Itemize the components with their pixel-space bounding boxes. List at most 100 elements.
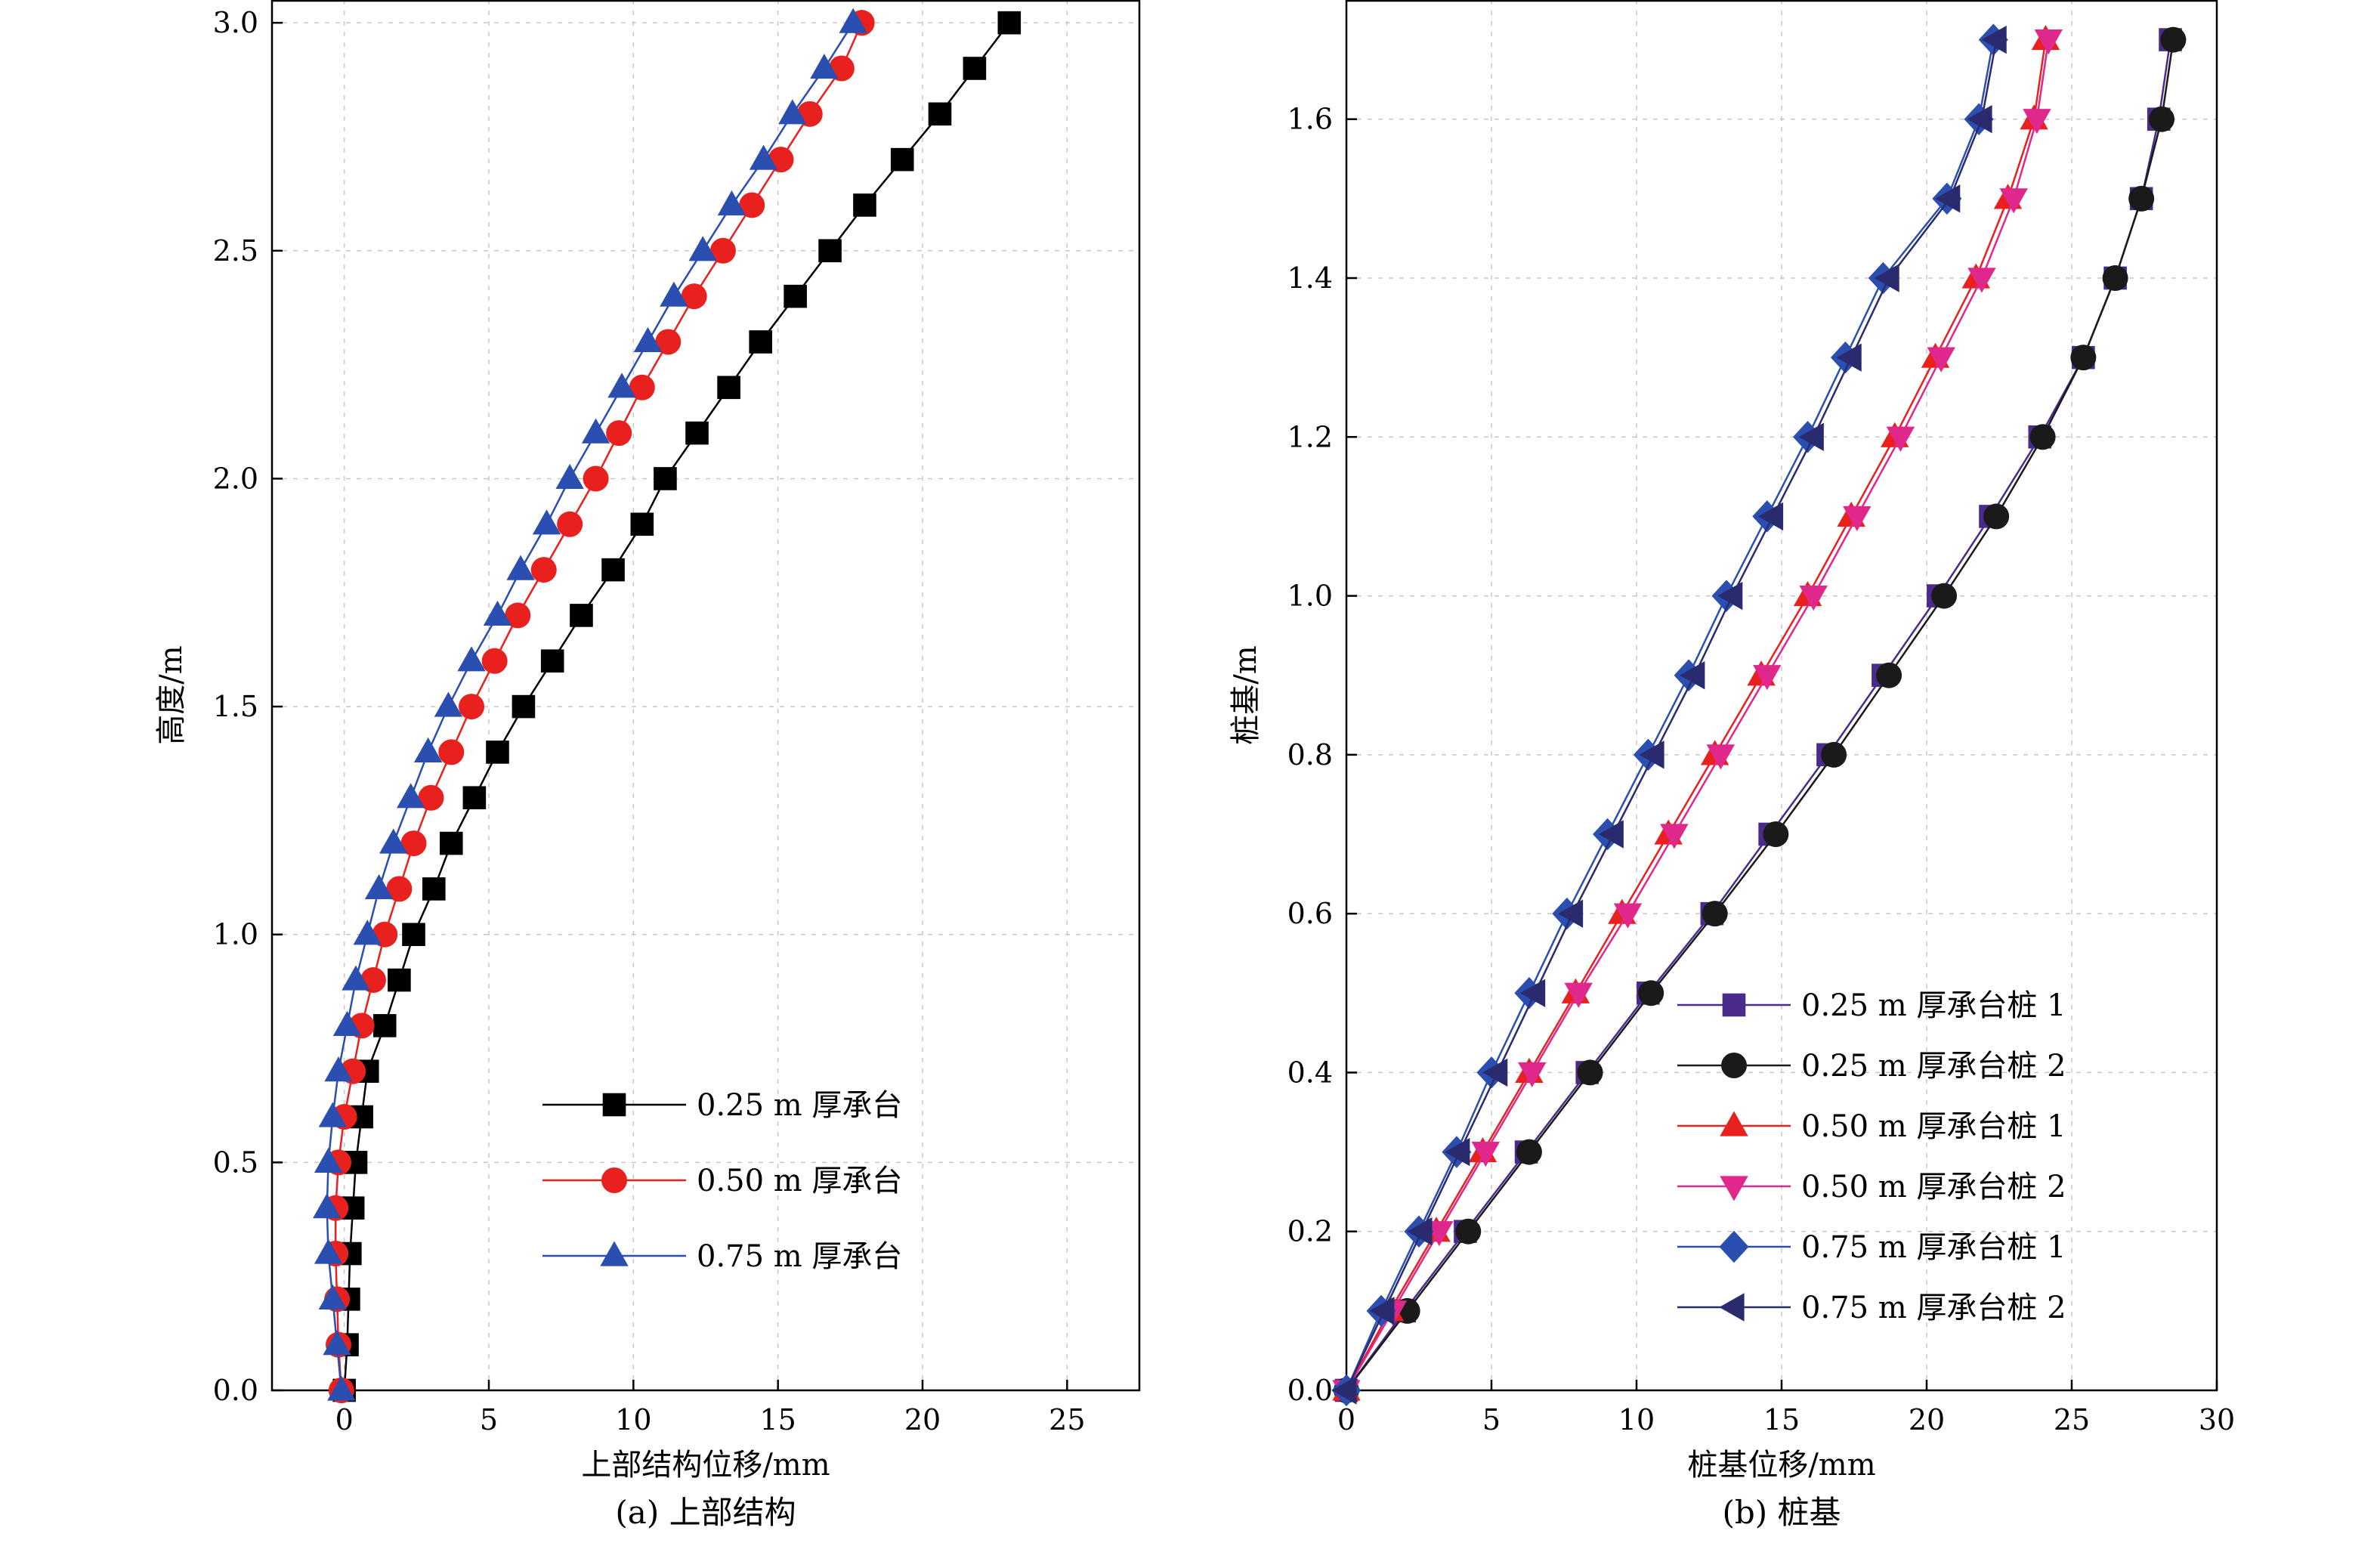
x-tick-label: 10 xyxy=(615,1403,651,1436)
data-point xyxy=(629,374,655,400)
data-point xyxy=(1799,585,1828,611)
data-point xyxy=(810,53,839,79)
data-point xyxy=(778,99,807,125)
legend-marker xyxy=(1721,1053,1747,1078)
legend-label: 0.50 m 厚承台桩 2 xyxy=(1801,1170,2066,1204)
data-point xyxy=(1613,903,1643,929)
plot-frame xyxy=(1345,0,2218,1392)
data-point xyxy=(1821,741,1847,768)
data-point xyxy=(633,326,663,353)
data-point xyxy=(313,1193,342,1219)
y-tick-label: 0.2 xyxy=(1287,1215,1333,1248)
data-point xyxy=(332,1010,362,1036)
data-point xyxy=(1369,1297,1395,1325)
data-point xyxy=(327,1375,356,1401)
x-tick-label: 5 xyxy=(1482,1403,1501,1436)
legend-item: 0.75 m 厚承台桩 2 xyxy=(1677,1291,2066,1325)
y-tick-label: 0.8 xyxy=(1287,738,1333,771)
data-point xyxy=(685,421,709,445)
series-line xyxy=(1345,39,2047,1391)
data-point xyxy=(2070,345,2097,371)
y-tick-label: 0.0 xyxy=(213,1374,258,1407)
data-point xyxy=(601,558,625,582)
data-point xyxy=(963,57,987,80)
y-tick-label: 1.4 xyxy=(1287,261,1333,295)
data-point xyxy=(654,467,677,490)
legend-marker xyxy=(600,1241,629,1266)
data-point xyxy=(717,190,746,216)
x-tick-label: 15 xyxy=(1763,1403,1800,1436)
data-point xyxy=(418,784,444,811)
data-point xyxy=(1425,1221,1454,1247)
data-point xyxy=(342,965,370,991)
data-point xyxy=(439,831,463,855)
x-axis-label: 上部结构位移/mm xyxy=(581,1448,830,1483)
legend-marker xyxy=(1720,1111,1748,1136)
data-point xyxy=(386,876,413,902)
data-point xyxy=(606,420,632,447)
data-point xyxy=(2128,185,2155,212)
legend-label: 0.25 m 厚承台 xyxy=(697,1088,902,1123)
data-point xyxy=(1931,583,1958,609)
data-point xyxy=(532,509,561,535)
series-line xyxy=(1345,39,2050,1391)
data-point xyxy=(1407,1217,1433,1246)
legend-label: 0.75 m 厚承台 xyxy=(697,1239,902,1274)
data-point xyxy=(1757,502,1784,531)
legend-marker xyxy=(601,1167,627,1193)
legend-label: 0.25 m 厚承台桩 1 xyxy=(1801,988,2066,1023)
data-point xyxy=(581,418,610,444)
data-point xyxy=(784,284,807,308)
data-point xyxy=(318,1284,348,1309)
plot-frame xyxy=(270,0,1141,1392)
data-point xyxy=(372,1014,397,1037)
x-tick-label: 20 xyxy=(904,1403,941,1436)
data-point xyxy=(540,649,564,673)
data-point xyxy=(1702,901,1728,927)
y-axis-label: 高度/m xyxy=(154,645,189,744)
data-point xyxy=(655,329,682,355)
series-2 xyxy=(1334,26,2187,1403)
data-point xyxy=(1874,264,1899,292)
data-point xyxy=(323,1330,351,1356)
data-point xyxy=(1639,741,1664,769)
legend-label: 0.25 m 厚承台桩 2 xyxy=(1801,1049,2066,1084)
data-point xyxy=(396,783,425,809)
data-point xyxy=(1445,1137,1470,1167)
data-point xyxy=(749,330,773,354)
data-point xyxy=(2149,106,2175,132)
x-tick-label: 10 xyxy=(1618,1403,1655,1436)
data-point xyxy=(1706,744,1736,770)
series-line xyxy=(1345,39,1995,1391)
data-point xyxy=(2029,424,2056,450)
data-point xyxy=(1564,982,1593,1008)
data-point xyxy=(1983,503,2010,530)
data-point xyxy=(818,239,842,263)
data-point xyxy=(402,923,425,947)
data-point xyxy=(1886,426,1915,452)
data-point xyxy=(1577,1059,1603,1086)
data-point xyxy=(681,283,707,310)
legend-marker xyxy=(1719,1230,1749,1263)
data-point xyxy=(364,873,394,899)
x-tick-label: 5 xyxy=(480,1403,498,1436)
legend-item: 0.50 m 厚承台桩 1 xyxy=(1677,1109,2066,1144)
x-tick-label: 0 xyxy=(1337,1403,1355,1436)
data-point xyxy=(739,192,765,218)
legend-marker xyxy=(1722,993,1746,1017)
x-tick-label: 25 xyxy=(1049,1403,1085,1436)
x-tick-label: 0 xyxy=(335,1403,354,1436)
chart-panel-b: 0 5 10 15 20 25 30 0.0 0.2 0.4 0.6 0.8 1.0 1.2 1.4 1.6 桩… xyxy=(1229,0,2235,1531)
x-tick-label: 25 xyxy=(2054,1403,2090,1436)
data-point xyxy=(688,236,717,261)
x-tick-label: 20 xyxy=(1909,1403,1945,1436)
data-point xyxy=(2160,26,2187,53)
legend-item: 0.50 m 厚承台桩 2 xyxy=(1677,1170,2066,1204)
data-point xyxy=(1471,1141,1501,1167)
legend-label: 0.75 m 厚承台桩 2 xyxy=(1801,1291,2066,1325)
data-point xyxy=(530,557,557,583)
data-point xyxy=(388,968,411,992)
data-point xyxy=(1482,1058,1508,1087)
data-point xyxy=(607,373,636,398)
